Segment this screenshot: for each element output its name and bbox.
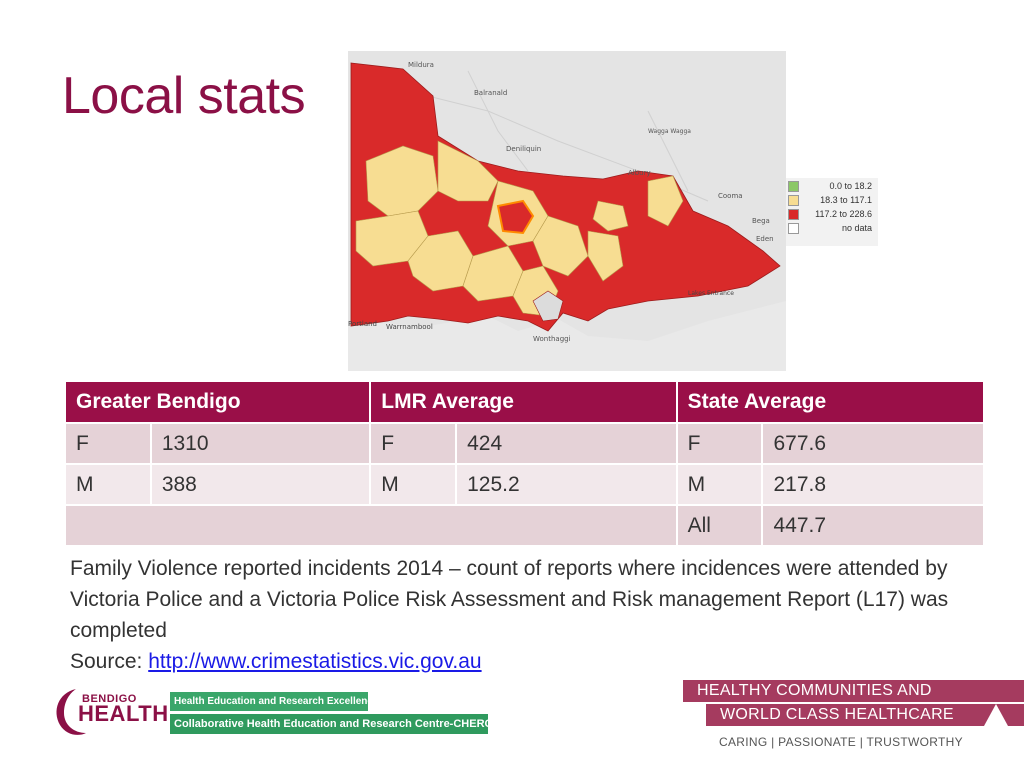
cell-lmr-value: 125.2: [455, 463, 678, 506]
place-label-deniliquin: Deniliquin: [506, 145, 541, 153]
source-note: Family Violence reported incidents 2014 …: [70, 553, 990, 677]
header-lmr-average: LMR Average: [369, 380, 678, 424]
slogan-line-1: HEALTHY COMMUNITIES AND: [683, 680, 1024, 702]
legend-row: no data: [788, 222, 876, 235]
legend-label: 0.0 to 18.2: [829, 181, 872, 191]
slide-title: Local stats: [62, 67, 306, 125]
slogan-line-2: WORLD CLASS HEALTHCARE: [706, 704, 1024, 726]
greater-bendigo-outline: [496, 199, 535, 235]
cell-empty: [64, 504, 678, 547]
legend-swatch-mid: [788, 195, 799, 206]
place-label-bega: Bega: [752, 217, 770, 225]
header-state-average: State Average: [675, 380, 986, 424]
legend-row: 0.0 to 18.2: [788, 180, 876, 193]
hre-banner: Health Education and Research Excellence: [170, 692, 379, 711]
legend-swatch-nodata: [788, 223, 799, 234]
table-row: All 447.7: [64, 504, 985, 547]
place-label-mildura: Mildura: [408, 61, 434, 69]
cell-state-value: 447.7: [761, 504, 985, 547]
place-label-warrnambool: Warrnambool: [386, 323, 433, 331]
place-label-albury: Albury: [628, 169, 651, 177]
legend-row: 18.3 to 117.1: [788, 194, 876, 207]
cell-state-label: M: [675, 463, 764, 506]
table-header-row: Greater Bendigo LMR Average State Averag…: [63, 380, 986, 424]
cell-gb-value: 388: [149, 463, 372, 506]
place-label-portland: Portland: [348, 320, 377, 328]
legend-swatch-high: [788, 209, 799, 220]
legend-label: 117.2 to 228.6: [815, 209, 872, 219]
logo-top-text: BENDIGO: [82, 693, 137, 705]
cell-lmr-label: F: [369, 422, 458, 465]
place-label-eden: Eden: [756, 235, 774, 243]
place-label-cooma: Cooma: [718, 192, 743, 200]
cell-gb-label: M: [64, 463, 152, 506]
map-graphic: Mildura Balranald Deniliquin Wagga Wagga…: [348, 51, 786, 371]
map-legend: 0.0 to 18.2 18.3 to 117.1 117.2 to 228.6…: [786, 178, 878, 246]
victoria-family-violence-map: Mildura Balranald Deniliquin Wagga Wagga…: [348, 51, 786, 371]
stats-table: Greater Bendigo LMR Average State Averag…: [63, 380, 986, 547]
cell-gb-value: 1310: [149, 422, 372, 465]
source-link[interactable]: http://www.crimestatistics.vic.gov.au: [148, 650, 482, 673]
table-row: M 388 M 125.2 M 217.8: [64, 463, 985, 506]
legend-label: 18.3 to 117.1: [820, 195, 872, 205]
cell-state-label: F: [675, 422, 764, 465]
slogan-notch: [984, 704, 1008, 726]
legend-label: no data: [841, 223, 872, 233]
cell-state-label: All: [675, 504, 764, 547]
note-text: Family Violence reported incidents 2014 …: [70, 557, 949, 642]
values-tagline: CARING | PASSIONATE | TRUSTWORTHY: [719, 735, 963, 749]
cell-gb-label: F: [64, 422, 152, 465]
cell-state-value: 217.8: [761, 463, 985, 506]
table-row: F 1310 F 424 F 677.6: [64, 422, 985, 465]
cherc-banner: Collaborative Health Education and Resea…: [170, 714, 492, 734]
place-label-wagga: Wagga Wagga: [648, 128, 691, 135]
place-label-wonthaggi: Wonthaggi: [533, 335, 571, 343]
bendigo-health-logo: BENDIGO HEALTH: [50, 683, 168, 738]
legend-row: 117.2 to 228.6: [788, 208, 876, 221]
cell-state-value: 677.6: [761, 422, 985, 465]
header-greater-bendigo: Greater Bendigo: [63, 380, 372, 424]
cell-lmr-value: 424: [455, 422, 678, 465]
logo-main-text: HEALTH: [78, 701, 169, 726]
logo-swoosh-icon: [56, 689, 86, 735]
source-prefix: Source:: [70, 650, 149, 673]
legend-swatch-low: [788, 181, 799, 192]
place-label-lakes-entrance: Lakes Entrance: [688, 290, 734, 297]
place-label-balranald: Balranald: [474, 89, 507, 97]
cell-lmr-label: M: [369, 463, 458, 506]
